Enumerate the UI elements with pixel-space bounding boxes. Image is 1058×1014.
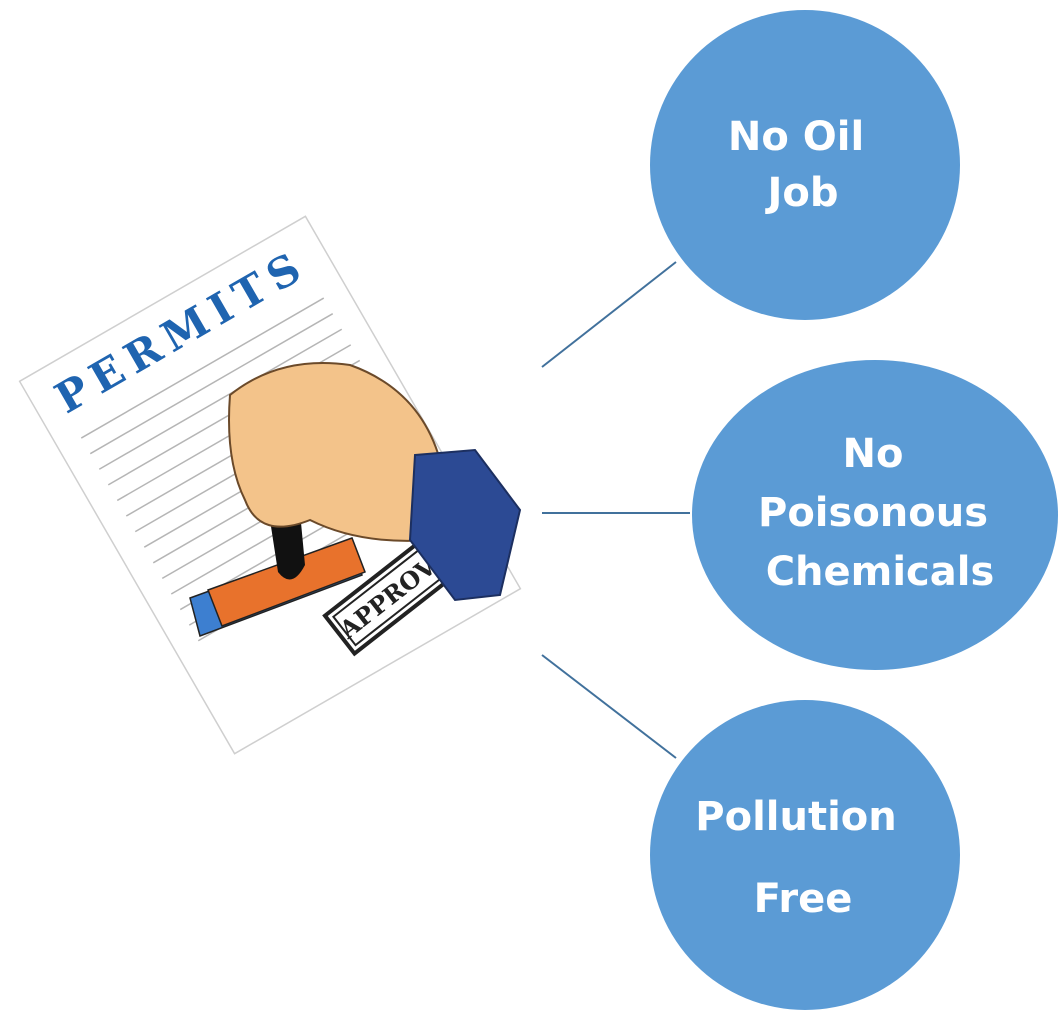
connector <box>542 655 676 758</box>
node-circle <box>650 700 960 1010</box>
label-line: Chemicals <box>766 549 995 595</box>
label-line: Job <box>765 170 839 216</box>
label-line: Free <box>754 876 853 922</box>
connectors <box>542 262 690 758</box>
connector <box>542 262 676 367</box>
node-circle <box>650 10 960 320</box>
label-line: No <box>843 431 904 477</box>
label-line: Poisonous <box>758 490 988 536</box>
label-line: Pollution <box>695 794 896 840</box>
diagram: PERMITS APPROVED No Oil Job <box>0 0 1058 1014</box>
label-line: No Oil <box>728 114 864 160</box>
